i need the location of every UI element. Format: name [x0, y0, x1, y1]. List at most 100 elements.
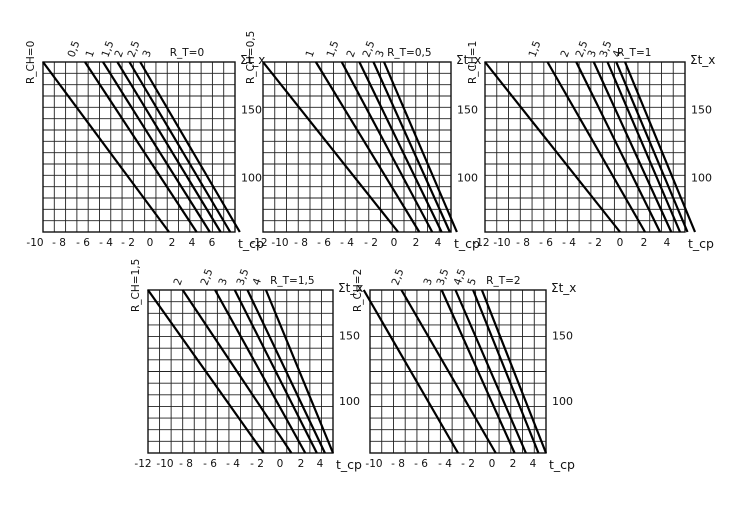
series-label: 3	[217, 277, 231, 287]
x-axis-title: t_cp	[549, 457, 575, 472]
series-line-4	[264, 289, 335, 454]
series-line-1-5	[546, 61, 646, 233]
series-label: 3	[141, 49, 155, 59]
y-tick-label: 100	[241, 172, 262, 185]
series-label: 4,5	[452, 267, 469, 287]
series-line-4	[623, 61, 697, 233]
series-label: 3,5	[235, 267, 252, 287]
series-line-0-5	[42, 61, 170, 233]
series-line-3-5	[454, 289, 527, 454]
series-line-3	[606, 61, 682, 233]
x-tick-label: 6	[209, 237, 216, 249]
series-line-2-5	[372, 61, 451, 233]
x-tick-label: - 6	[317, 237, 331, 249]
y-axis-title: Σt_x	[551, 281, 576, 295]
plot-frame	[262, 61, 452, 233]
series-line-2	[181, 289, 293, 454]
series-line-5	[480, 289, 548, 454]
series-line-1	[314, 61, 421, 233]
rch-label: R_CH=0,5	[245, 31, 257, 84]
y-axis-title: Σt_x	[690, 53, 715, 67]
x-tick-label: - 8	[179, 458, 193, 470]
y-tick-label: 150	[339, 330, 360, 343]
y-axis-title: Σt_x	[456, 53, 481, 67]
series-label: 2,5	[574, 39, 591, 59]
series-line-3	[440, 289, 516, 454]
series-label: 2,5	[126, 39, 143, 59]
x-tick-label: - 4	[562, 237, 576, 249]
series-line-3-5	[246, 289, 326, 454]
rt-label: R_T=2	[486, 275, 520, 287]
x-tick-label: - 4	[438, 458, 452, 470]
x-tick-label: - 4	[99, 237, 113, 249]
series-line-1-5	[102, 61, 211, 233]
x-tick-label: - 4	[340, 237, 354, 249]
series-label: 5	[466, 277, 480, 287]
series-line-3-5	[615, 61, 689, 233]
plot-frame	[484, 61, 686, 233]
rt-label: R_T=1	[617, 47, 651, 59]
series-label: 3,5	[435, 267, 452, 287]
x-tick-label: - 8	[294, 237, 308, 249]
x-tick-label: -10	[271, 237, 288, 249]
y-tick-label: 150	[552, 330, 573, 343]
series-line-2-5	[592, 61, 673, 233]
series-label: 2	[172, 277, 186, 287]
series-label: 2,5	[361, 39, 378, 59]
series-label: 2,5	[199, 267, 216, 287]
y-tick-label: 100	[552, 395, 573, 408]
x-tick-label: - 8	[391, 458, 405, 470]
x-tick-label: 0	[617, 237, 624, 249]
series-label: 3,5	[598, 39, 615, 59]
chart-panel-5: 2,5 3 3,5 4,55 R_CH=2 R_T=2 Σt_x 150 100 -10 - 8 - …	[352, 267, 576, 472]
x-tick-label: 0	[391, 237, 398, 249]
x-axis-title: t_cp	[454, 236, 480, 251]
y-tick-label: 100	[457, 172, 478, 185]
series-label: 1	[84, 49, 98, 59]
x-tick-label: -12	[250, 237, 267, 249]
series-line-2-5	[214, 289, 307, 454]
y-tick-label: 150	[241, 104, 262, 117]
x-tick-label: 2	[298, 458, 305, 470]
x-axis-title: t_cp	[336, 457, 362, 472]
series-label: 2,5	[390, 267, 407, 287]
x-tick-label: -10	[493, 237, 510, 249]
x-tick-label: -10	[156, 458, 173, 470]
x-tick-label: -12	[134, 458, 151, 470]
x-tick-label: - 6	[539, 237, 553, 249]
x-tick-label: - 8	[52, 237, 66, 249]
series-label: 1	[304, 49, 318, 59]
x-tick-label: - 2	[121, 237, 135, 249]
series-label: 1,5	[325, 39, 342, 59]
series-line-1	[484, 61, 621, 233]
series-line-3	[139, 61, 241, 233]
series-line-2	[116, 61, 222, 233]
rch-label: R_CH=2	[352, 269, 364, 312]
x-tick-label: 0	[147, 237, 154, 249]
series-label: 4	[611, 48, 625, 59]
series-line-2-5	[400, 289, 497, 454]
x-tick-label: 4	[664, 237, 671, 249]
series-line-3	[233, 289, 318, 454]
x-tick-label: - 6	[76, 237, 90, 249]
x-tick-label: - 2	[588, 237, 602, 249]
series-line-2	[358, 61, 443, 233]
rch-label: R_CH=0	[25, 41, 37, 84]
series-label: 0,5	[66, 39, 83, 59]
plot-frame	[42, 61, 236, 233]
x-tick-label: 4	[530, 458, 537, 470]
series-line-1-5	[147, 289, 265, 454]
series-line-3	[383, 61, 458, 233]
series-line-1-5	[340, 61, 434, 233]
x-tick-label: - 2	[250, 458, 264, 470]
x-tick-label: - 8	[516, 237, 530, 249]
x-tick-label: - 2	[364, 237, 378, 249]
series-label: 2	[559, 49, 573, 59]
series-label: 3	[374, 49, 388, 59]
series-label: 2	[345, 49, 359, 59]
x-tick-label: 0	[277, 458, 284, 470]
